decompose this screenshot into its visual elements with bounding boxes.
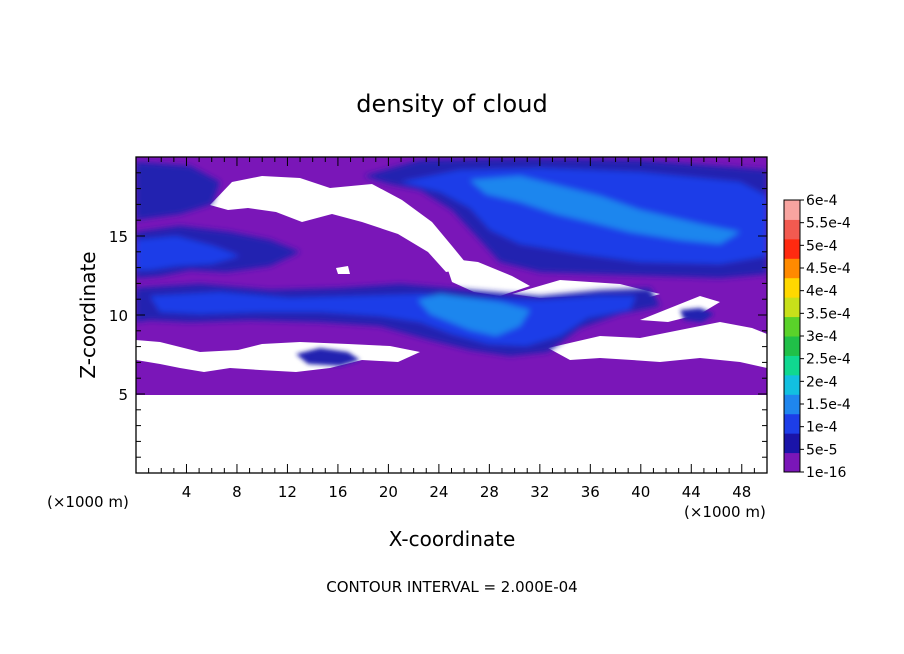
chart-title: density of cloud xyxy=(356,90,547,118)
cloud-band-upper-left xyxy=(136,162,300,278)
x-tick-label: 32 xyxy=(530,483,549,501)
colorbar-segment xyxy=(784,452,800,473)
clear-patch-right-low xyxy=(548,322,767,368)
colorbar-label: 1.5e-4 xyxy=(806,397,851,413)
colorbar-segment xyxy=(784,200,800,220)
clear-patch-small xyxy=(336,266,350,274)
clear-patch-right-edge xyxy=(640,296,720,322)
colorbar-label: 6e-4 xyxy=(806,193,838,209)
colorbar-label: 5e-5 xyxy=(806,442,837,458)
x-tick-label: 44 xyxy=(682,483,701,501)
colorbar-label: 5e-4 xyxy=(806,238,838,254)
colorbar-label: 3.5e-4 xyxy=(806,306,851,322)
x-tick-label: 40 xyxy=(631,483,650,501)
x-tick-label: 12 xyxy=(278,483,297,501)
clear-patch-upper xyxy=(210,176,470,272)
colorbar: 1e-16 5e-5 1e-4 1.5e-4 2e-4 2.5e-4 3e-4 3.5e-4 4… xyxy=(783,193,851,481)
colorbar-label: 5.5e-4 xyxy=(806,216,851,232)
y-axis-label: Z-coordinate xyxy=(76,251,100,378)
x-unit-left: (×1000 m) xyxy=(47,493,129,511)
cloud-band-lower xyxy=(296,308,714,366)
x-tick-label: 36 xyxy=(581,483,600,501)
colorbar-segment xyxy=(784,297,800,318)
x-tick-label: 48 xyxy=(732,483,751,501)
colorbar-segment xyxy=(784,238,800,259)
y-tick-label: 5 xyxy=(118,386,128,404)
plot-area xyxy=(136,157,767,473)
y-axis-ticks: 5 10 15 xyxy=(109,172,767,458)
colorbar-segment xyxy=(784,219,800,240)
colorbar-label: 4.5e-4 xyxy=(806,261,851,277)
clear-sky-patches xyxy=(136,176,767,372)
x-tick-label: 20 xyxy=(379,483,398,501)
colorbar-segment xyxy=(784,277,800,298)
colorbar-segment xyxy=(784,336,800,356)
cloud-band-middle xyxy=(136,284,660,356)
x-tick-label: 28 xyxy=(480,483,499,501)
x-tick-label: 24 xyxy=(429,483,448,501)
clear-patch-left-low xyxy=(136,340,420,372)
colorbar-label: 4e-4 xyxy=(806,284,838,300)
y-tick-label: 15 xyxy=(109,228,128,246)
colorbar-segment xyxy=(784,413,800,434)
colorbar-label: 1e-16 xyxy=(806,465,846,481)
x-tick-label: 4 xyxy=(182,483,192,501)
x-unit-right: (×1000 m) xyxy=(684,503,766,521)
x-tick-label: 16 xyxy=(328,483,347,501)
x-axis-ticks: 4 8 12 16 20 24 28 32 36 40 44 48 xyxy=(148,157,755,501)
x-axis-label: X-coordinate xyxy=(389,527,516,551)
clear-patch-mid xyxy=(444,258,530,296)
colorbar-label: 1e-4 xyxy=(806,420,838,436)
cloud-band-upper xyxy=(364,158,767,278)
colorbar-label: 2.5e-4 xyxy=(806,352,851,368)
colorbar-label: 3e-4 xyxy=(806,329,838,345)
colorbar-segment xyxy=(784,433,800,454)
colorbar-segment xyxy=(784,374,800,395)
colorbar-segment xyxy=(784,355,800,376)
y-tick-label: 10 xyxy=(109,307,128,325)
colorbar-segment xyxy=(784,394,800,415)
colorbar-segment xyxy=(784,316,800,337)
contour-interval-note: CONTOUR INTERVAL = 2.000E-04 xyxy=(326,578,577,596)
colorbar-label: 2e-4 xyxy=(806,374,838,390)
colorbar-segment xyxy=(784,258,800,279)
x-tick-label: 8 xyxy=(232,483,242,501)
